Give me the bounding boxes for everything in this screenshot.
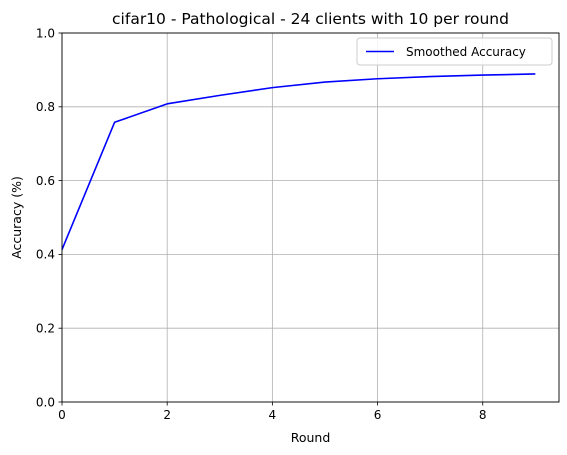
- plot-frame: [61, 32, 560, 403]
- x-tick-label: 6: [374, 408, 382, 422]
- y-tick-label: 1.0: [36, 26, 55, 40]
- x-tick-label: 8: [479, 408, 487, 422]
- axis-ticks: 0 2 4 6 8 0.0 0.2 0.4 0.6 0.8 1.0: [36, 26, 487, 422]
- y-axis-label: Accuracy (%): [9, 176, 24, 259]
- x-tick-label: 0: [58, 408, 66, 422]
- legend-box: [356, 37, 553, 66]
- x-axis-label: Round: [291, 430, 331, 445]
- series-layer: [61, 73, 536, 250]
- y-tick-label: 0.6: [36, 174, 55, 188]
- x-tick-label: 2: [163, 408, 171, 422]
- legend: Smoothed Accuracy: [356, 37, 553, 66]
- series-line-smoothed-accuracy: [61, 73, 536, 250]
- x-tick-label: 4: [269, 408, 277, 422]
- y-tick-label: 0.2: [36, 322, 55, 336]
- y-tick-label: 0.0: [36, 395, 55, 409]
- y-tick-label: 0.8: [36, 100, 55, 114]
- chart-title: cifar10 - Pathological - 24 clients with…: [112, 10, 509, 28]
- y-tick-label: 0.4: [36, 248, 55, 262]
- plot-area: [62, 33, 559, 402]
- legend-label: Smoothed Accuracy: [406, 45, 526, 59]
